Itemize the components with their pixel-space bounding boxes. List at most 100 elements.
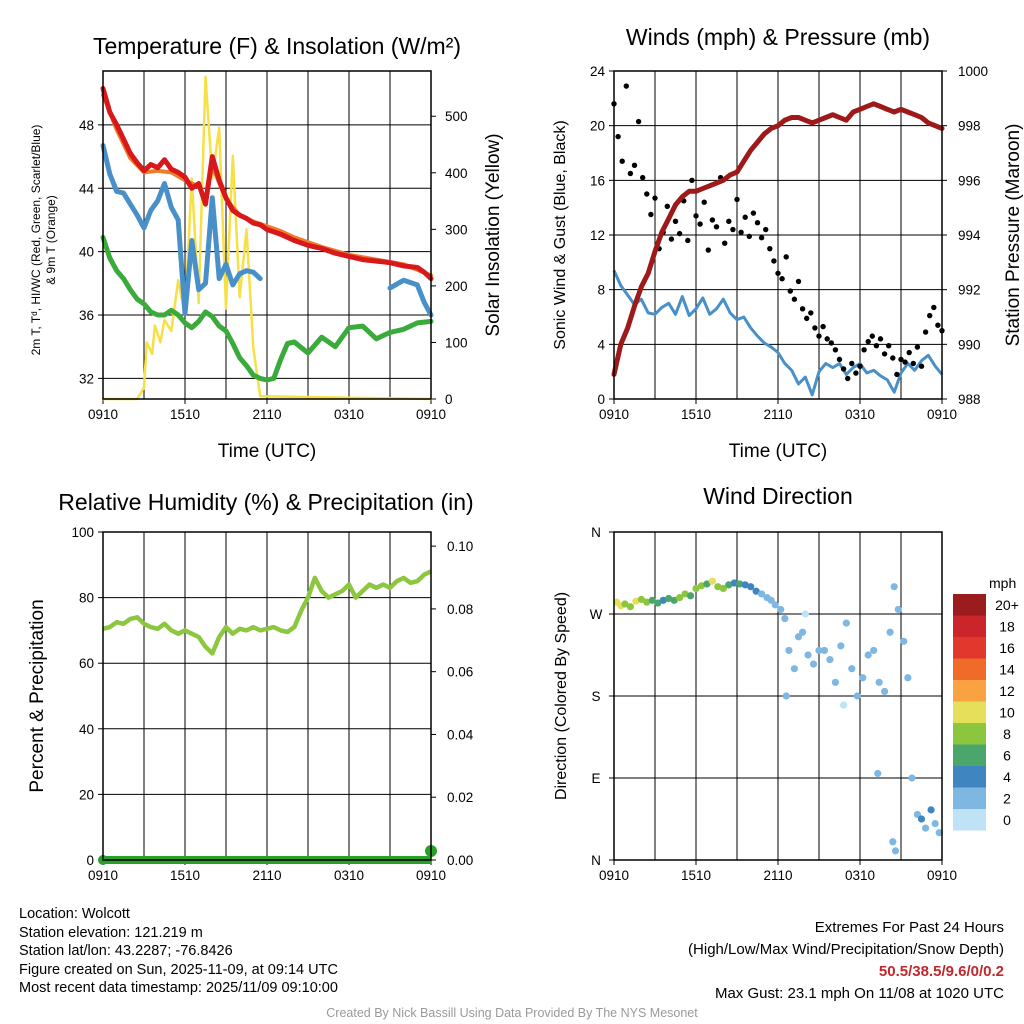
gust-point	[619, 158, 625, 164]
y-tick-label: 44	[79, 181, 95, 196]
direction-point	[758, 590, 766, 598]
gust-point	[709, 217, 716, 223]
direction-point	[777, 605, 785, 614]
max-gust-text: Max Gust: 23.1 mph On 11/08 at 1020 UTC	[714, 985, 1004, 1002]
legend-label: 16	[999, 640, 1015, 656]
y2-tick-label: 0.04	[447, 727, 474, 742]
x-tick-label: 2110	[252, 868, 281, 883]
legend-label: 6	[1003, 748, 1011, 764]
gust-point	[812, 325, 818, 331]
direction-point	[853, 692, 861, 700]
gust-point	[935, 322, 941, 328]
y2-tick-label: 998	[958, 119, 981, 134]
y-axis-label-text: Percent & Precipitation	[27, 599, 48, 792]
legend-label: 4	[1003, 769, 1011, 785]
gust-point	[623, 83, 629, 89]
legend-title: mph	[989, 575, 1016, 591]
x-tick-label: 0310	[334, 407, 364, 422]
gust-point	[685, 237, 691, 244]
y-tick-label: 24	[590, 64, 606, 79]
direction-point	[864, 651, 872, 659]
direction-point	[643, 598, 651, 606]
gust-point	[652, 195, 658, 201]
direction-point	[752, 587, 760, 595]
gust-point	[689, 177, 695, 184]
x-tick-label: 2110	[763, 868, 792, 883]
temperature-chart: 0910 1510 2110 0310 0910 32 36 40 44 48 0 100 200 300…	[29, 33, 504, 462]
y-axis-label-line-1: 2m T, Tᵈ, HI/WC (Red, Green, Scarlet/Blu…	[29, 125, 43, 356]
direction-point	[681, 590, 689, 598]
gust-point	[873, 343, 880, 349]
legend-label: 20+	[995, 597, 1019, 613]
direction-point	[719, 584, 727, 593]
humidity-line	[102, 569, 432, 656]
gust-point	[758, 235, 765, 241]
direction-point	[848, 665, 856, 673]
sonic-wind-line	[612, 269, 944, 397]
direction-point	[676, 594, 684, 602]
direction-point	[725, 581, 733, 589]
gust-point	[869, 333, 875, 339]
direction-point	[799, 628, 807, 636]
y2-tick-label: 0.08	[447, 602, 473, 617]
gust-point	[931, 304, 937, 311]
y2-tick-label: 990	[958, 337, 981, 352]
y2-tick-label: 400	[445, 166, 468, 181]
y2-tick-label: 0.10	[447, 539, 473, 554]
chart-title: Relative Humidity (%) & Precipitation (i…	[58, 489, 473, 515]
y2-tick-label: 988	[958, 392, 981, 407]
legend-swatch	[953, 658, 986, 680]
y-tick-label: 0	[86, 853, 94, 868]
gust-point	[922, 329, 929, 335]
y2-axis-label: Solar Insolation (Yellow)	[483, 133, 504, 336]
y2-tick-label: 500	[445, 109, 468, 124]
direction-point	[859, 674, 867, 682]
legend-label: 10	[999, 705, 1015, 721]
dewpoint-line	[100, 234, 434, 383]
gust-point	[750, 210, 757, 216]
gust-point	[676, 230, 683, 237]
direction-point	[886, 628, 894, 636]
legend-swatch	[953, 680, 986, 702]
gust-point	[627, 170, 634, 177]
gust-point	[640, 174, 646, 181]
y-tick-label: 20	[590, 119, 605, 134]
gust-point	[693, 213, 699, 219]
direction-point	[908, 774, 916, 782]
chart-title: Winds (mph) & Pressure (mb)	[626, 24, 930, 50]
x-tick-label: 2110	[252, 407, 281, 422]
gust-point	[816, 333, 822, 339]
direction-point	[927, 806, 935, 814]
gust-point	[906, 349, 912, 356]
pressure-line	[611, 101, 945, 377]
plot-frame	[102, 531, 432, 861]
y-axis-label: 2m T, Tᵈ, HI/WC (Red, Green, Scarlet/Blu…	[29, 125, 58, 356]
gust-point	[828, 340, 834, 346]
direction-point	[686, 592, 695, 600]
direction-point	[692, 584, 700, 593]
gust-point	[791, 296, 798, 302]
y2-tick-label: 1000	[958, 64, 988, 79]
direction-point	[889, 838, 897, 846]
y-tick-label: 80	[79, 591, 94, 606]
y-axis-label-text: Direction (Colored By Speed)	[553, 592, 570, 800]
x-tick-label: 0310	[845, 407, 875, 422]
gust-point	[845, 375, 851, 382]
direction-point	[697, 582, 706, 590]
x-tick-label: 0910	[416, 407, 446, 422]
gust-point	[767, 245, 773, 252]
gust-point	[730, 226, 736, 233]
plot-frame	[102, 70, 432, 400]
gust-point	[787, 288, 793, 294]
direction-point	[931, 819, 939, 828]
legend-swatch	[953, 723, 986, 745]
gust-point	[927, 312, 933, 319]
gust-point	[890, 355, 896, 361]
y2-axis-label: Station Pressure (Maroon)	[1003, 124, 1024, 347]
direction-point	[826, 655, 834, 664]
extremes-box: Extremes For Past 24 Hours (High/Low/Max…	[688, 917, 1004, 1005]
legend-label: 2	[1003, 791, 1011, 807]
y-tick-label: 40	[79, 245, 94, 260]
y-axis-label-line-2: & 9m T (Orange)	[44, 195, 58, 285]
winds-chart: 0910 1510 2110 0310 091004812162024988990992…	[552, 24, 1024, 462]
